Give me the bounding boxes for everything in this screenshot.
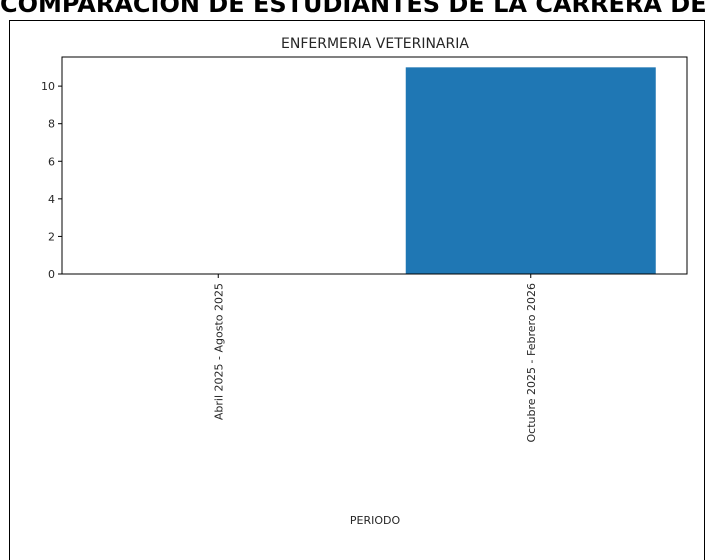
bar-chart: ENFERMERIA VETERINARIA 0 2 4 6 8 10 Abril 2025… <box>41 36 688 527</box>
y-tick-label: 2 <box>48 230 55 243</box>
x-tick-label: Octubre 2025 - Febrero 2026 <box>525 283 538 443</box>
x-axis-label: PERIODO <box>350 514 401 527</box>
y-tick-label: 8 <box>48 118 55 131</box>
bar <box>405 67 656 274</box>
chart-title: ENFERMERIA VETERINARIA <box>281 36 469 52</box>
y-tick-label: 0 <box>48 268 55 281</box>
y-tick-label: 10 <box>41 80 55 93</box>
page-heading: COMPARACIÓN DE ESTUDIANTES DE LA CARRERA… <box>0 0 706 18</box>
y-tick-label: 6 <box>48 155 55 168</box>
x-tick-label: Abril 2025 - Agosto 2025 <box>212 283 225 420</box>
plot-area: 0 2 4 6 8 10 Abril 2025 - Agosto 2025 Octubre 2… <box>41 56 688 443</box>
plot-frame <box>61 56 688 275</box>
y-tick-label: 4 <box>48 193 55 206</box>
